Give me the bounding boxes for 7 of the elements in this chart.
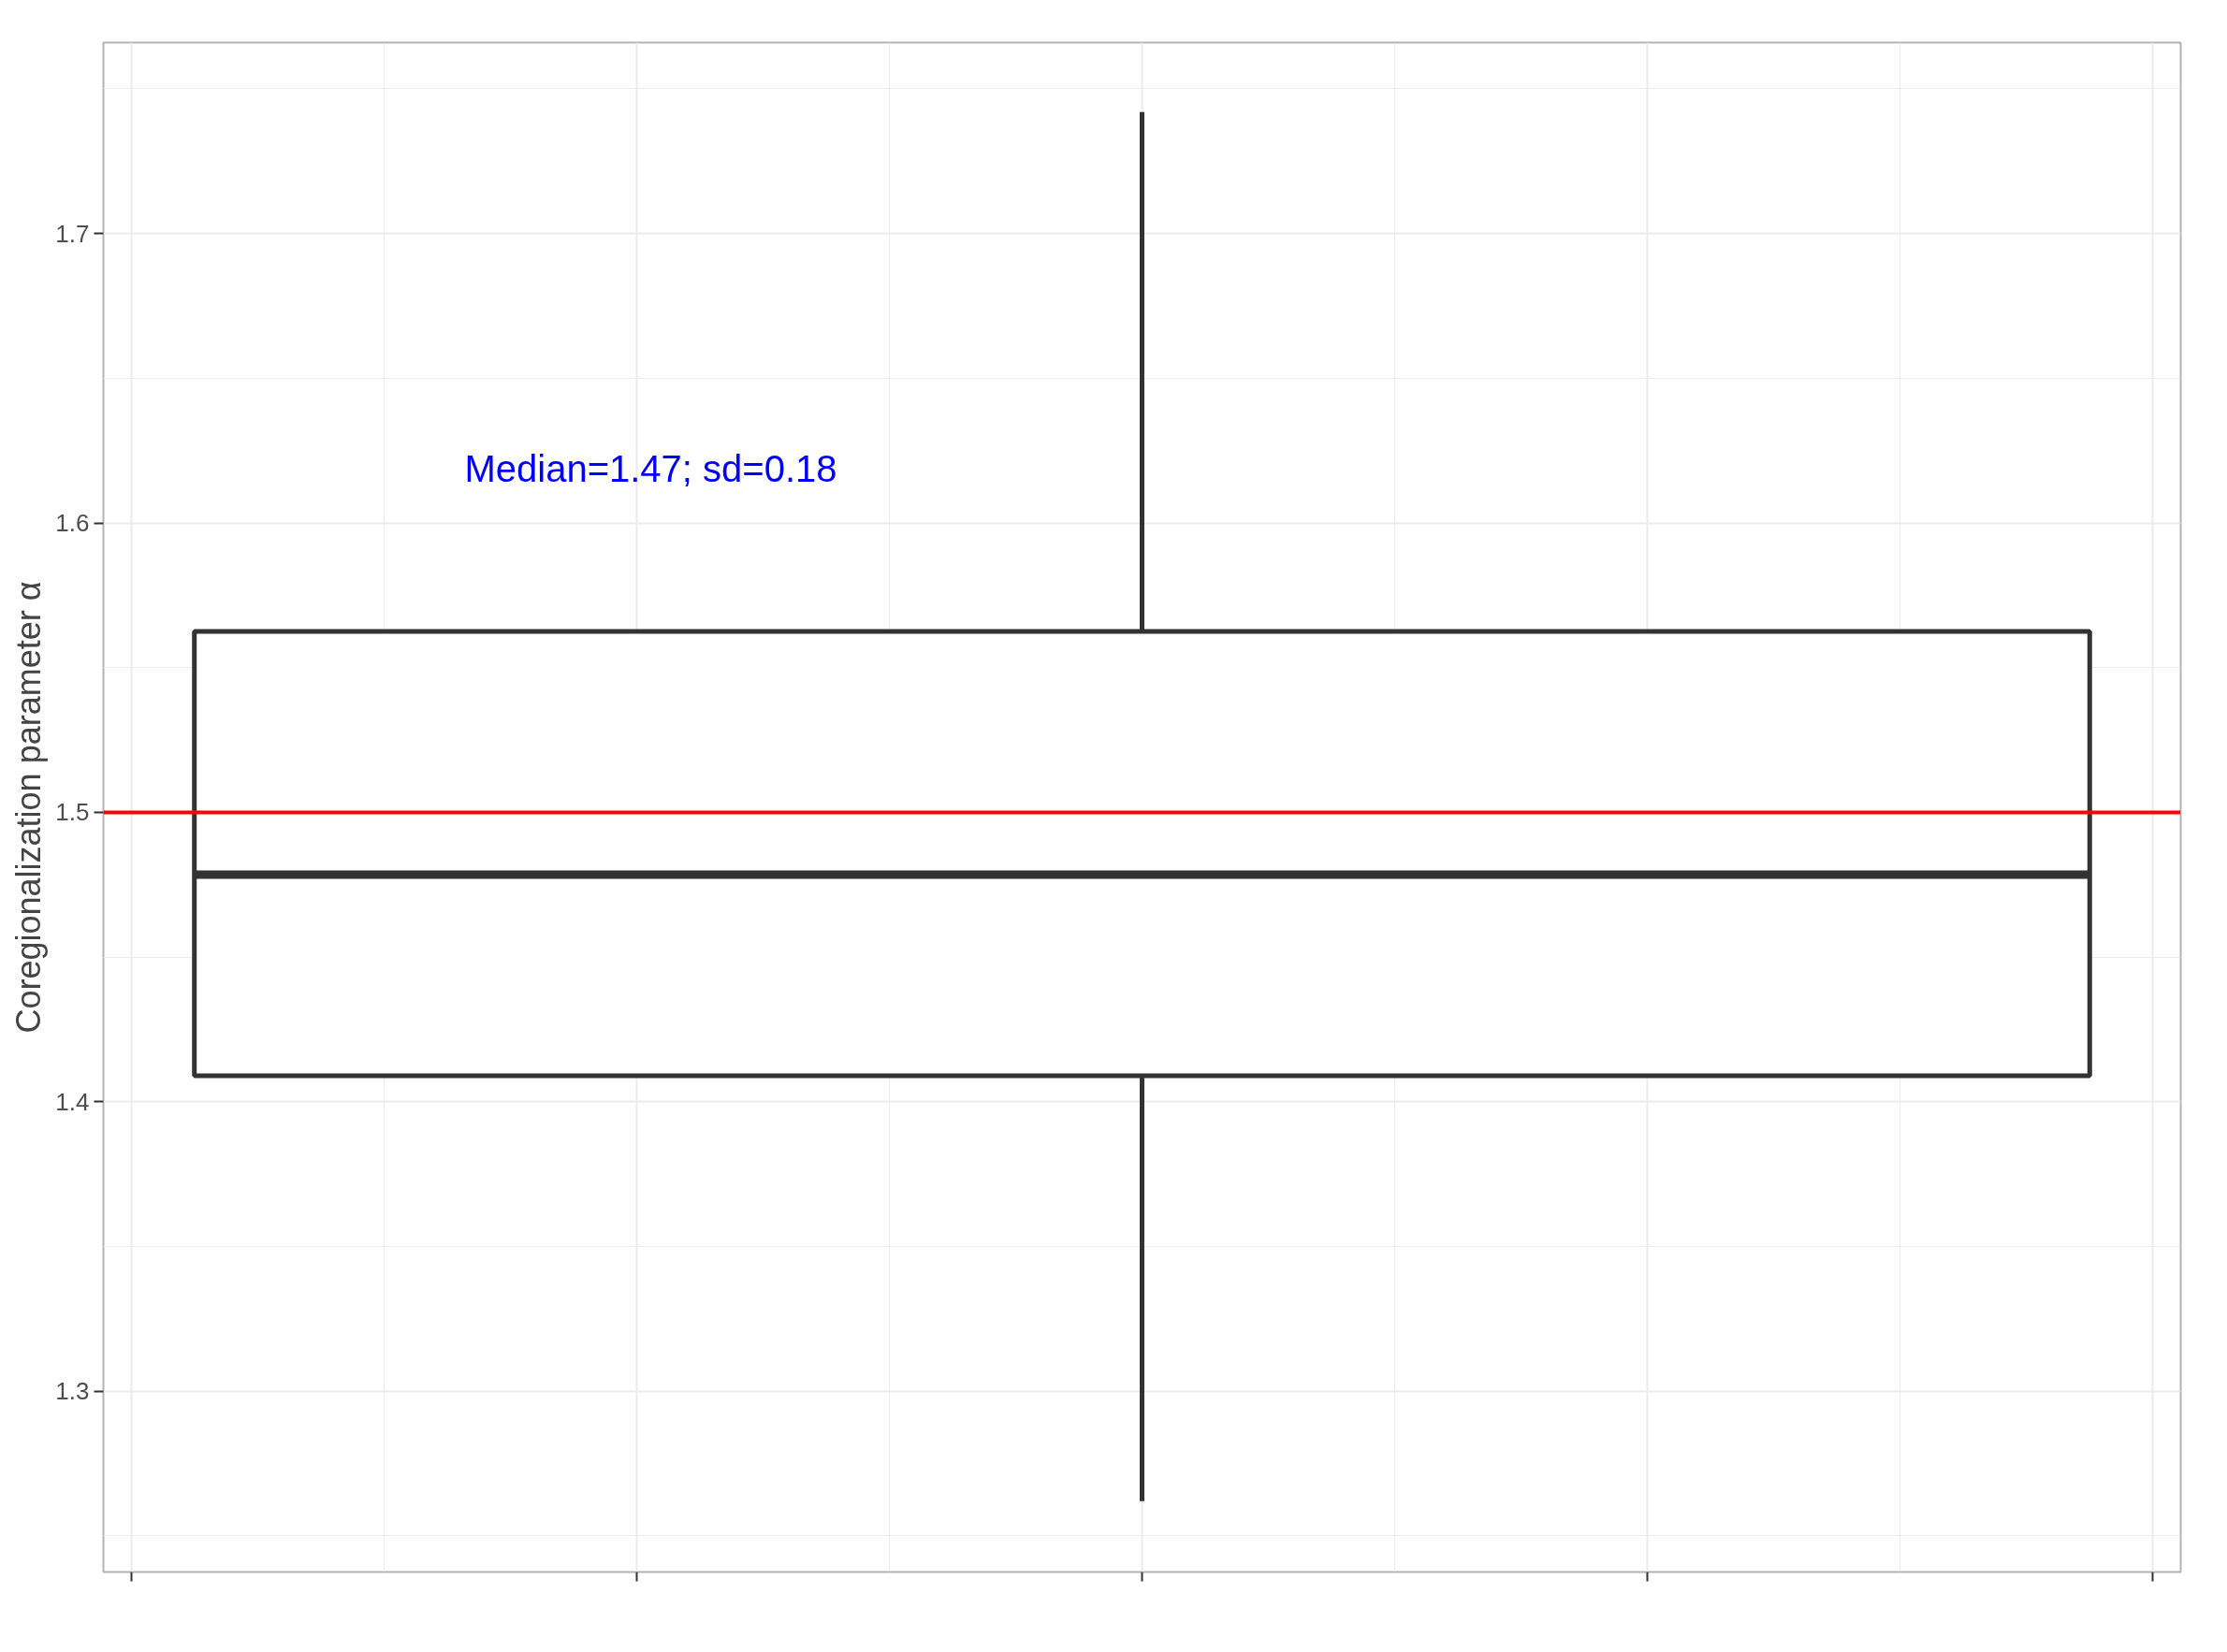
y-tick-label: 1.4 [55,1087,90,1116]
annotation: Median=1.47; sd=0.18 [464,447,837,489]
y-tick-label: 1.7 [55,219,90,248]
y-tick-label: 1.3 [55,1377,90,1406]
y-axis-title: Coregionalization parameter α [9,581,49,1034]
y-tick-label: 1.5 [55,798,90,827]
y-tick-label: 1.6 [55,509,90,538]
